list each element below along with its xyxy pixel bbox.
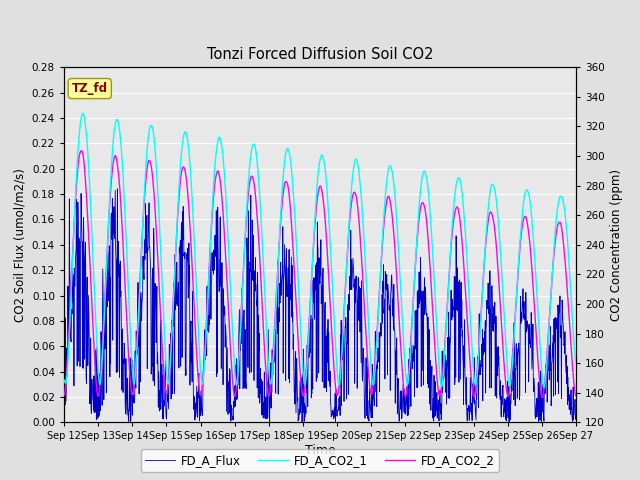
FD_A_CO2_2 xyxy=(511,308,519,313)
FD_A_CO2_1 xyxy=(572,360,580,365)
FD_A_CO2_2 xyxy=(572,393,580,399)
FD_A_Flux xyxy=(467,375,474,381)
FD_A_CO2_2 xyxy=(174,204,182,210)
Line: FD_A_CO2_2: FD_A_CO2_2 xyxy=(64,151,576,397)
FD_A_CO2_1 xyxy=(162,356,170,361)
Y-axis label: CO2 Concentration (ppm): CO2 Concentration (ppm) xyxy=(611,169,623,321)
FD_A_CO2_1 xyxy=(60,377,68,383)
FD_A_CO2_1 xyxy=(174,199,182,204)
FD_A_Flux xyxy=(511,366,519,372)
FD_A_CO2_2 xyxy=(467,364,474,370)
FD_A_CO2_2 xyxy=(232,392,239,397)
Legend: FD_A_Flux, FD_A_CO2_1, FD_A_CO2_2: FD_A_Flux, FD_A_CO2_1, FD_A_CO2_2 xyxy=(141,449,499,472)
FD_A_Flux xyxy=(399,394,407,399)
FD_A_Flux xyxy=(60,335,68,340)
FD_A_CO2_1 xyxy=(79,110,86,116)
FD_A_Flux xyxy=(174,279,182,285)
FD_A_Flux xyxy=(113,186,121,192)
FD_A_Flux xyxy=(538,420,545,425)
Line: FD_A_Flux: FD_A_Flux xyxy=(64,189,576,422)
X-axis label: Time: Time xyxy=(305,444,335,457)
FD_A_CO2_2 xyxy=(399,382,407,388)
FD_A_CO2_1 xyxy=(232,377,239,383)
FD_A_CO2_2 xyxy=(538,395,546,400)
FD_A_Flux xyxy=(232,362,239,368)
Y-axis label: CO2 Soil Flux (umol/m2/s): CO2 Soil Flux (umol/m2/s) xyxy=(13,168,26,322)
FD_A_Flux xyxy=(572,413,580,419)
FD_A_CO2_1 xyxy=(467,315,474,321)
Text: TZ_fd: TZ_fd xyxy=(72,82,108,95)
FD_A_CO2_1 xyxy=(540,385,548,391)
FD_A_CO2_1 xyxy=(511,311,519,317)
FD_A_CO2_1 xyxy=(399,337,407,343)
FD_A_CO2_2 xyxy=(162,390,170,396)
FD_A_CO2_2 xyxy=(77,148,85,154)
Line: FD_A_CO2_1: FD_A_CO2_1 xyxy=(64,113,576,388)
Title: Tonzi Forced Diffusion Soil CO2: Tonzi Forced Diffusion Soil CO2 xyxy=(207,47,433,62)
FD_A_CO2_2 xyxy=(60,392,68,398)
FD_A_Flux xyxy=(162,406,170,411)
